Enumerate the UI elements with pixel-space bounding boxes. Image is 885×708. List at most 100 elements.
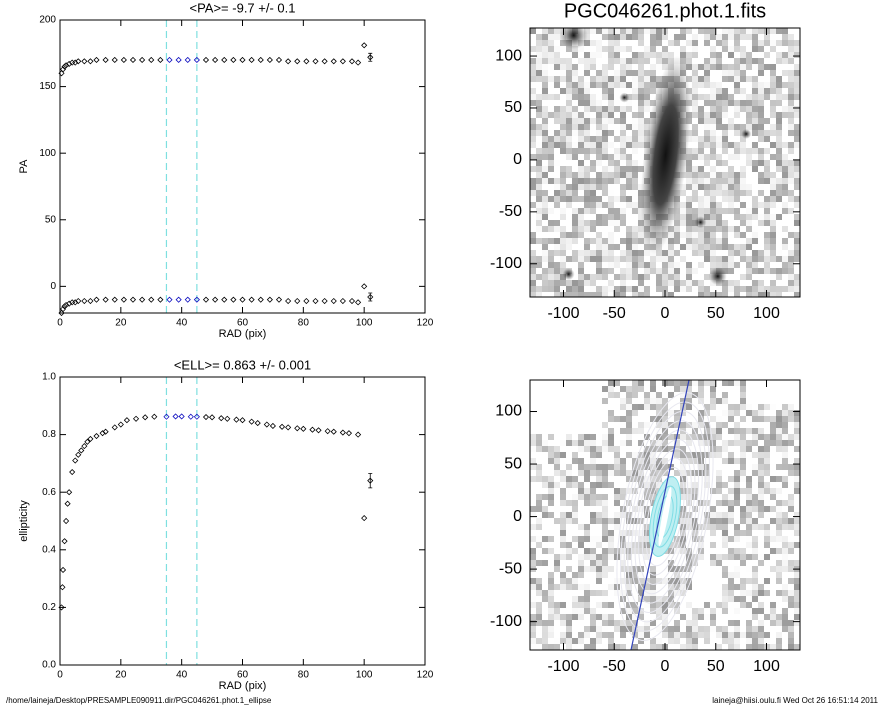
image-pixel [680, 512, 686, 518]
image-pixel [614, 536, 620, 542]
image-pixel [536, 40, 542, 46]
image-pixel [758, 142, 764, 148]
image-pixel [566, 94, 572, 100]
image-pixel [704, 638, 710, 644]
image-pixel [542, 280, 548, 286]
image-pixel [722, 536, 728, 542]
image-pixel [752, 452, 758, 458]
image-pixel [560, 500, 566, 506]
image-pixel [650, 262, 656, 268]
image-pixel [530, 196, 536, 202]
image-pixel [788, 428, 794, 434]
image-pixel [746, 196, 752, 202]
image-pixel [578, 124, 584, 130]
image-pixel [770, 536, 776, 542]
data-point [221, 296, 228, 303]
image-pixel [614, 214, 620, 220]
image-pixel [794, 154, 800, 160]
image-pixel [530, 428, 536, 434]
image-pixel [632, 458, 638, 464]
image-pixel [578, 590, 584, 596]
image-pixel [596, 250, 602, 256]
image-pixel [608, 488, 614, 494]
image-pixel [536, 488, 542, 494]
image-pixel [758, 100, 764, 106]
image-pixel [602, 148, 608, 154]
image-pixel [716, 560, 722, 566]
image-pixel [662, 590, 668, 596]
image-pixel [662, 572, 668, 578]
image-pixel [764, 392, 770, 398]
image-pixel [686, 64, 692, 70]
image-pixel [554, 46, 560, 52]
image-pixel [530, 464, 536, 470]
image-pixel [608, 536, 614, 542]
image-pixel [644, 46, 650, 52]
image-pixel [590, 446, 596, 452]
image-pixel [560, 476, 566, 482]
image-pixel [722, 500, 728, 506]
image-pixel [566, 404, 572, 410]
image-pixel [554, 566, 560, 572]
image-pixel [728, 542, 734, 548]
image-pixel [722, 404, 728, 410]
image-pixel [596, 238, 602, 244]
image-pixel [542, 184, 548, 190]
image-pixel [650, 602, 656, 608]
image-pixel [566, 500, 572, 506]
image-pixel [572, 154, 578, 160]
image-pixel [578, 64, 584, 70]
image-pixel [620, 244, 626, 250]
image-pixel [608, 148, 614, 154]
image-pixel [548, 286, 554, 292]
image-pixel [764, 166, 770, 172]
image-pixel [596, 286, 602, 292]
image-pixel [572, 286, 578, 292]
image-pixel [716, 644, 722, 650]
image-pixel [758, 208, 764, 214]
image-pixel [686, 268, 692, 274]
image-pixel [752, 262, 758, 268]
image-pixel [752, 614, 758, 620]
image-pixel [740, 506, 746, 512]
image-pixel [656, 638, 662, 644]
image-pixel [542, 632, 548, 638]
image-pixel [692, 280, 698, 286]
image-pixel [602, 542, 608, 548]
image-pixel [632, 638, 638, 644]
image-pixel [710, 130, 716, 136]
image-pixel [626, 52, 632, 58]
image-pixel [572, 130, 578, 136]
image-pixel [674, 620, 680, 626]
image-pixel [548, 292, 554, 297]
image-pixel [542, 106, 548, 112]
image-pixel [596, 40, 602, 46]
image-pixel [728, 518, 734, 524]
image-pixel [758, 286, 764, 292]
image-pixel [704, 524, 710, 530]
image-pixel [542, 64, 548, 70]
image-pixel [740, 34, 746, 40]
image-pixel [584, 602, 590, 608]
image-pixel [710, 190, 716, 196]
image-pixel [536, 452, 542, 458]
image-pixel [722, 464, 728, 470]
image-pixel [542, 542, 548, 548]
data-point [166, 296, 173, 303]
image-pixel [590, 638, 596, 644]
image-pixel [794, 512, 800, 518]
image-pixel [734, 292, 740, 297]
y-tick-label: -50 [499, 203, 522, 220]
image-pixel [578, 142, 584, 148]
image-pixel [734, 452, 740, 458]
image-pixel [548, 154, 554, 160]
image-pixel [620, 76, 626, 82]
image-pixel [584, 416, 590, 422]
image-pixel [632, 166, 638, 172]
image-pixel [740, 28, 746, 34]
image-pixel [722, 34, 728, 40]
image-pixel [674, 440, 680, 446]
image-pixel [788, 410, 794, 416]
image-pixel [602, 280, 608, 286]
image-pixel [638, 112, 644, 118]
